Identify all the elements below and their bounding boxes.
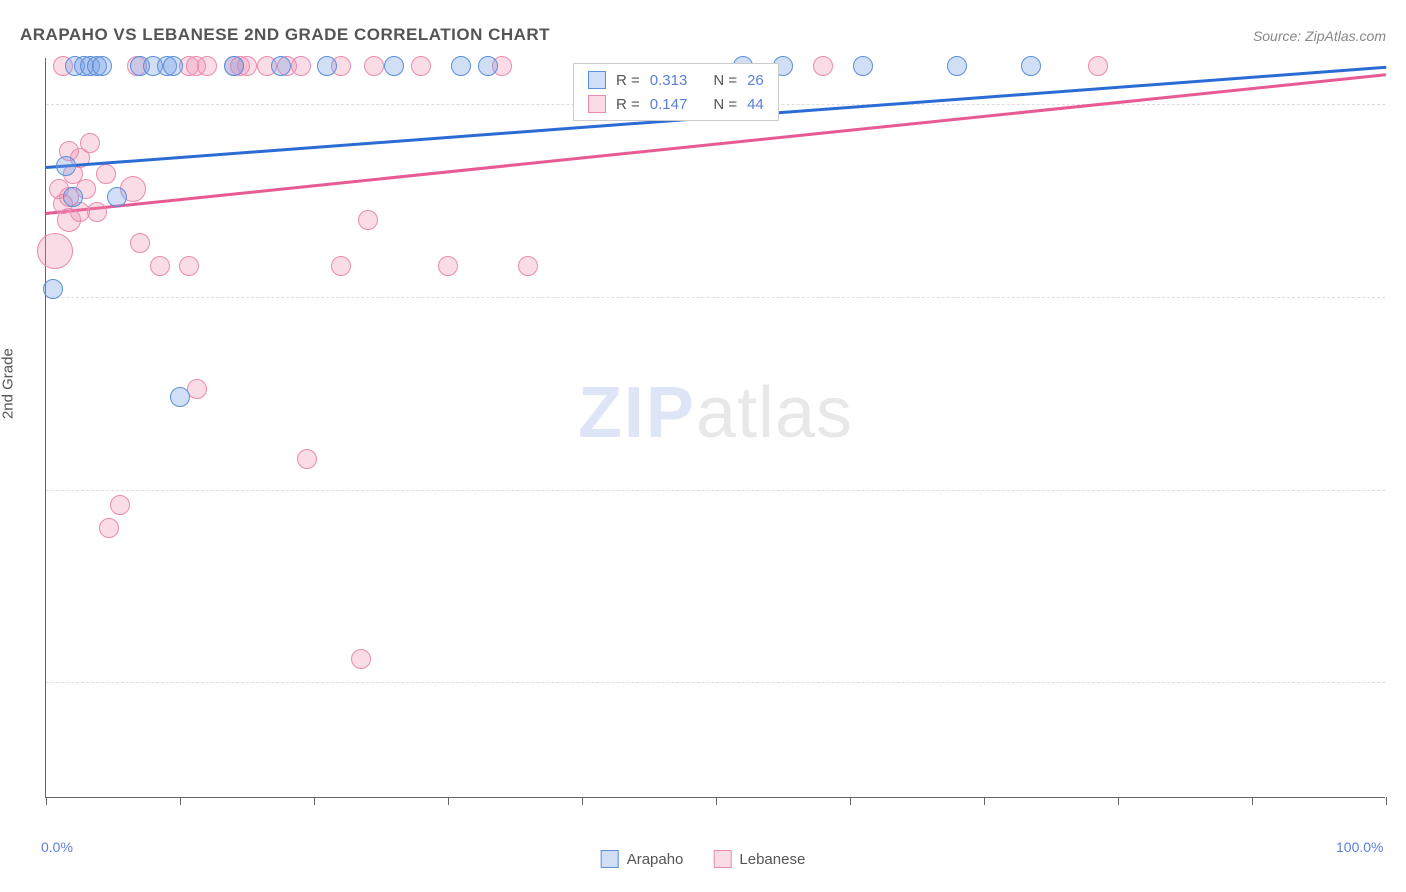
watermark-light: atlas xyxy=(696,373,853,453)
x-tick-label: 100.0% xyxy=(1336,839,1383,855)
series-legend: Arapaho Lebanese xyxy=(601,850,806,868)
lebanese-point xyxy=(130,233,150,253)
gridline xyxy=(46,682,1385,683)
x-tick xyxy=(180,797,181,805)
arapaho-point xyxy=(478,56,498,76)
lebanese-point xyxy=(351,649,371,669)
lebanese-point xyxy=(150,256,170,276)
x-tick xyxy=(582,797,583,805)
legend-row-arapaho: R = 0.313 N = 26 xyxy=(574,68,778,92)
plot-area: ZIPatlas 92.5%95.0%97.5%100.0%0.0%100.0% xyxy=(45,58,1385,798)
arapaho-point xyxy=(92,56,112,76)
correlation-chart: ARAPAHO VS LEBANESE 2ND GRADE CORRELATIO… xyxy=(0,0,1406,892)
arapaho-swatch xyxy=(601,850,619,868)
arapaho-point xyxy=(384,56,404,76)
arapaho-point xyxy=(224,56,244,76)
legend-item-lebanese: Lebanese xyxy=(713,850,805,868)
lebanese-point xyxy=(80,133,100,153)
watermark-bold: ZIP xyxy=(578,373,696,453)
lebanese-point xyxy=(96,164,116,184)
gridline xyxy=(46,297,1385,298)
lebanese-point xyxy=(291,56,311,76)
lebanese-point xyxy=(1088,56,1108,76)
r-label: R = xyxy=(616,96,640,113)
arapaho-point xyxy=(63,187,83,207)
lebanese-point xyxy=(187,379,207,399)
arapaho-r-value: 0.313 xyxy=(650,72,688,89)
x-tick-label: 0.0% xyxy=(41,839,73,855)
x-tick xyxy=(314,797,315,805)
arapaho-point xyxy=(853,56,873,76)
lebanese-swatch xyxy=(588,95,606,113)
lebanese-swatch xyxy=(713,850,731,868)
chart-title: ARAPAHO VS LEBANESE 2ND GRADE CORRELATIO… xyxy=(20,25,550,45)
arapaho-point xyxy=(107,187,127,207)
legend-row-lebanese: R = 0.147 N = 44 xyxy=(574,92,778,116)
n-label: N = xyxy=(713,72,737,89)
lebanese-point xyxy=(358,210,378,230)
arapaho-swatch xyxy=(588,71,606,89)
y-axis-label: 2nd Grade xyxy=(0,348,17,419)
lebanese-point xyxy=(110,495,130,515)
arapaho-n-value: 26 xyxy=(747,72,764,89)
chart-source: Source: ZipAtlas.com xyxy=(1253,28,1386,44)
x-tick xyxy=(850,797,851,805)
x-tick xyxy=(1118,797,1119,805)
arapaho-point xyxy=(451,56,471,76)
legend-item-arapaho: Arapaho xyxy=(601,850,684,868)
lebanese-point xyxy=(438,256,458,276)
lebanese-point xyxy=(364,56,384,76)
lebanese-label: Lebanese xyxy=(739,851,805,868)
x-tick xyxy=(46,797,47,805)
arapaho-point xyxy=(170,387,190,407)
r-label: R = xyxy=(616,72,640,89)
lebanese-point xyxy=(37,233,73,269)
lebanese-point xyxy=(518,256,538,276)
lebanese-point xyxy=(331,256,351,276)
correlation-legend: R = 0.313 N = 26 R = 0.147 N = 44 xyxy=(573,63,779,121)
lebanese-point xyxy=(297,449,317,469)
lebanese-n-value: 44 xyxy=(747,96,764,113)
arapaho-point xyxy=(163,56,183,76)
arapaho-point xyxy=(1021,56,1041,76)
gridline xyxy=(46,490,1385,491)
x-tick xyxy=(1386,797,1387,805)
lebanese-point xyxy=(197,56,217,76)
lebanese-r-value: 0.147 xyxy=(650,96,688,113)
x-tick xyxy=(716,797,717,805)
arapaho-point xyxy=(43,279,63,299)
x-tick xyxy=(1252,797,1253,805)
n-label: N = xyxy=(713,96,737,113)
lebanese-point xyxy=(179,256,199,276)
arapaho-point xyxy=(271,56,291,76)
lebanese-point xyxy=(87,202,107,222)
lebanese-point xyxy=(813,56,833,76)
lebanese-point xyxy=(99,518,119,538)
arapaho-point xyxy=(56,156,76,176)
lebanese-point xyxy=(411,56,431,76)
watermark: ZIPatlas xyxy=(578,372,853,454)
arapaho-point xyxy=(947,56,967,76)
x-tick xyxy=(448,797,449,805)
x-tick xyxy=(984,797,985,805)
arapaho-label: Arapaho xyxy=(627,851,684,868)
arapaho-point xyxy=(317,56,337,76)
